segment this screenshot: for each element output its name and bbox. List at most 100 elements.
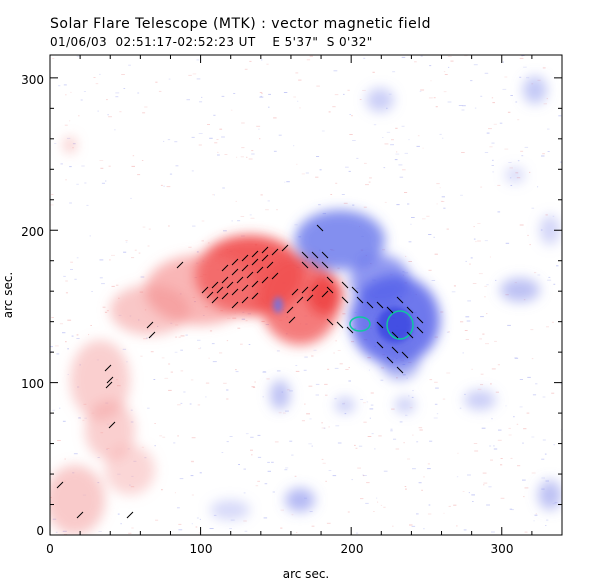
speckle [409,524,413,526]
field-vector [386,356,394,364]
speckle [130,409,133,411]
speckle [416,145,420,147]
speckle [436,413,439,415]
speckle [444,74,448,75]
speckle [480,384,484,386]
speckle [174,492,176,494]
speckle [383,167,386,169]
speckle [70,261,73,263]
speckle [191,170,194,172]
speckle [147,245,150,247]
speckle [342,313,346,315]
speckle [486,504,490,506]
speckle [356,157,359,159]
speckle [62,332,66,334]
speckle [446,228,449,230]
speckle [497,184,501,186]
speckle [76,183,79,185]
speckle [429,379,433,381]
speckle [161,357,165,359]
speckle [130,197,132,199]
speckle [467,474,471,476]
speckle [535,513,537,515]
speckle [502,88,507,90]
speckle [274,441,279,443]
speckle [99,259,104,261]
speckle [332,475,337,477]
speckle [237,327,241,329]
speckle [526,412,530,414]
speckle [140,355,143,357]
speckle [339,363,343,365]
magnetic-field-map [50,55,562,535]
speckle [383,506,386,508]
speckle [351,341,355,343]
speckle [52,58,55,59]
speckle [267,461,270,463]
speckle [259,92,263,93]
speckle [183,391,186,393]
speckle [365,502,369,504]
speckle [407,203,410,205]
speckle [295,72,299,74]
speckle [391,139,394,141]
speckle [440,311,444,313]
speckle [420,89,425,91]
speckle [301,420,305,422]
speckle [370,404,374,406]
speckle [499,122,503,124]
speckle [462,105,466,107]
speckle [386,131,391,133]
speckle [433,97,436,99]
speckle [521,55,523,57]
speckle [262,396,264,398]
speckle [456,476,459,478]
speckle [138,252,141,254]
speckle [245,433,249,435]
field-vector [231,301,239,309]
speckle [115,96,119,98]
speckle [59,407,61,409]
speckle [367,436,372,437]
speckle [436,203,438,205]
speckle [97,110,99,112]
speckle [553,444,556,446]
speckle [201,240,204,242]
speckle [128,532,132,534]
speckle [263,517,268,519]
speckle [537,274,541,276]
speckle [104,311,108,313]
speckle [380,379,384,381]
speckle [373,124,377,126]
speckle [191,136,195,138]
speckle [343,202,348,204]
speckle [214,142,218,144]
speckle [178,523,182,525]
speckle [306,59,311,61]
speckle [268,93,271,95]
field-vector [241,296,249,304]
field-vector [336,321,344,329]
speckle [480,186,483,188]
speckle [62,420,66,422]
speckle [414,61,417,63]
speckle [241,122,245,124]
speckle [261,93,263,95]
speckle [284,469,288,471]
speckle [235,371,239,373]
speckle [448,331,450,333]
field-vector [391,331,399,339]
speckle [460,321,464,323]
speckle [408,261,412,262]
speckle [497,364,500,366]
speckle [190,379,194,381]
speckle [74,278,77,280]
speckle [492,159,494,161]
speckle [319,169,322,171]
speckle [266,63,269,65]
speckle [173,442,176,444]
speckle [131,257,135,259]
speckle [293,96,296,98]
speckle [434,381,438,383]
speckle [258,128,260,130]
